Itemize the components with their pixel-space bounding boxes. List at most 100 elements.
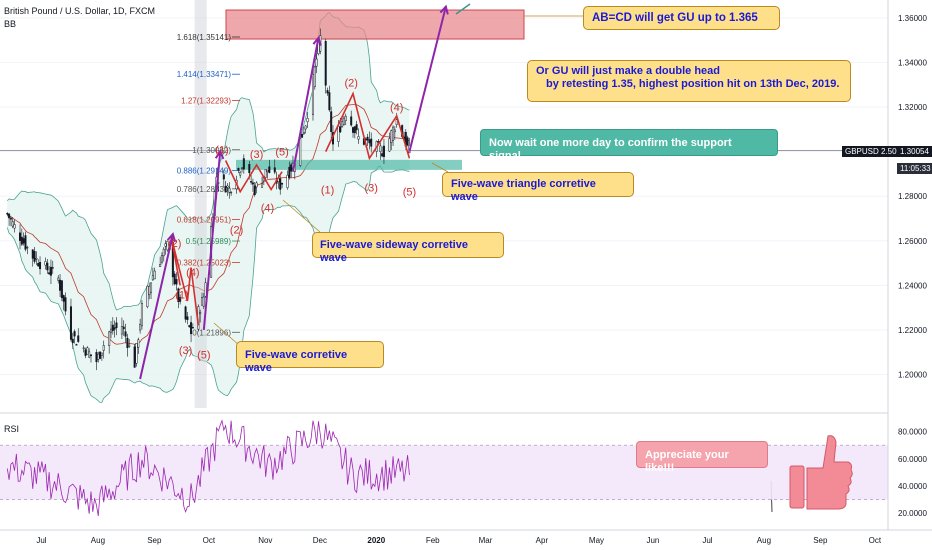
- wave-label: (3): [179, 345, 192, 357]
- candle: [57, 277, 60, 281]
- candle: [11, 221, 14, 227]
- candle: [370, 138, 373, 147]
- fib-label: 1(1.30082): [192, 146, 231, 155]
- fib-label: 0.618(1.26951): [177, 216, 232, 225]
- callout-pointer: [282, 199, 321, 233]
- time-tick-label: Aug: [757, 536, 771, 545]
- candle: [33, 251, 36, 262]
- price-tick-label: 1.20000: [898, 371, 927, 380]
- candle: [204, 282, 207, 297]
- candle: [146, 285, 149, 308]
- candle: [186, 316, 189, 320]
- candle: [137, 339, 140, 348]
- double-head-line2: by retesting 1.35, highest position hit …: [546, 78, 840, 90]
- candle: [6, 212, 9, 215]
- price-tick-label: 1.28000: [898, 192, 927, 201]
- sideway-callout: Five-wave sideway corretive wave: [312, 232, 504, 264]
- candle: [353, 126, 356, 134]
- candle: [24, 235, 27, 250]
- candle: [191, 327, 194, 329]
- candle: [382, 145, 385, 157]
- candle: [255, 182, 258, 188]
- last-price-tag: 1.30054: [897, 146, 932, 157]
- price-tick-label: 1.36000: [898, 14, 927, 23]
- candle: [48, 272, 51, 275]
- candle: [344, 115, 347, 121]
- time-tick-label: Apr: [536, 536, 549, 545]
- candle: [128, 344, 131, 347]
- wave-label: (2): [344, 77, 357, 89]
- bb-indicator-label: BB: [4, 19, 17, 29]
- time-tick-label: Dec: [313, 536, 327, 545]
- candle: [290, 164, 293, 172]
- candle: [188, 325, 191, 327]
- thumbs-up-hand: [806, 435, 853, 510]
- candle: [390, 130, 393, 144]
- candle: [88, 351, 91, 358]
- candle: [328, 92, 331, 111]
- fib-label: 0.5(1.25989): [186, 237, 232, 246]
- wait-text: Now wait one more day to confirm the sup…: [489, 137, 732, 162]
- callout-pointer: [431, 162, 449, 173]
- candle: [108, 331, 111, 346]
- candle: [237, 168, 240, 171]
- countdown-tag: 11:05:33: [897, 163, 932, 174]
- candle: [60, 280, 63, 298]
- candle: [281, 183, 284, 185]
- candle: [251, 182, 254, 185]
- candle: [241, 167, 244, 170]
- candle: [35, 257, 38, 260]
- candle: [199, 312, 202, 315]
- impulse-arrow-head: [439, 4, 449, 15]
- time-tick-label: Aug: [91, 536, 105, 545]
- candle: [44, 261, 47, 266]
- corrective-callout: Five-wave corretive wave: [236, 341, 384, 374]
- candle: [159, 263, 162, 267]
- candle: [184, 306, 187, 320]
- candle: [97, 353, 100, 360]
- candle: [224, 186, 227, 193]
- candle: [122, 326, 125, 330]
- candle: [266, 169, 269, 172]
- wave-label: (4): [390, 102, 403, 114]
- wave-label: (5): [275, 147, 288, 159]
- fib-label: 0(1.21896): [192, 328, 231, 337]
- candle: [75, 344, 78, 346]
- target-zone: [225, 9, 525, 40]
- candle: [124, 331, 127, 337]
- wave-first: [170, 236, 200, 326]
- price-tick-label: 1.26000: [898, 237, 927, 246]
- time-tick-label: Jun: [646, 536, 659, 545]
- fib-label: 1.414(1.33471): [177, 70, 232, 79]
- candle: [315, 58, 318, 67]
- candle: [51, 267, 54, 269]
- candle: [288, 166, 291, 178]
- fib-label: 1.618(1.35141): [177, 33, 232, 42]
- abcd-text: AB=CD will get GU up to 1.365: [592, 12, 758, 24]
- candle: [368, 139, 371, 144]
- candle: [330, 111, 333, 132]
- rsi-indicator-label: RSI: [4, 424, 20, 434]
- impulse-arrow-head: [214, 149, 225, 160]
- candle: [273, 167, 276, 173]
- like-callout: Appreciate your like!!!: [636, 441, 768, 474]
- candle: [64, 297, 67, 312]
- candle: [135, 343, 138, 364]
- candle: [264, 169, 267, 178]
- candle: [100, 352, 103, 356]
- impulse-arrow-head: [312, 35, 322, 46]
- candle: [69, 306, 72, 340]
- candle: [175, 279, 178, 285]
- candle: [341, 121, 344, 127]
- candle: [26, 246, 29, 249]
- candle: [102, 345, 105, 351]
- candle: [59, 279, 62, 291]
- thumbs-up-cuff: [789, 465, 805, 509]
- candle: [381, 153, 384, 157]
- candle: [222, 174, 225, 180]
- candle: [173, 273, 176, 285]
- candle: [22, 238, 25, 244]
- candle: [190, 322, 193, 335]
- highlight-column: [194, 0, 207, 408]
- wave-label: (1): [175, 289, 188, 301]
